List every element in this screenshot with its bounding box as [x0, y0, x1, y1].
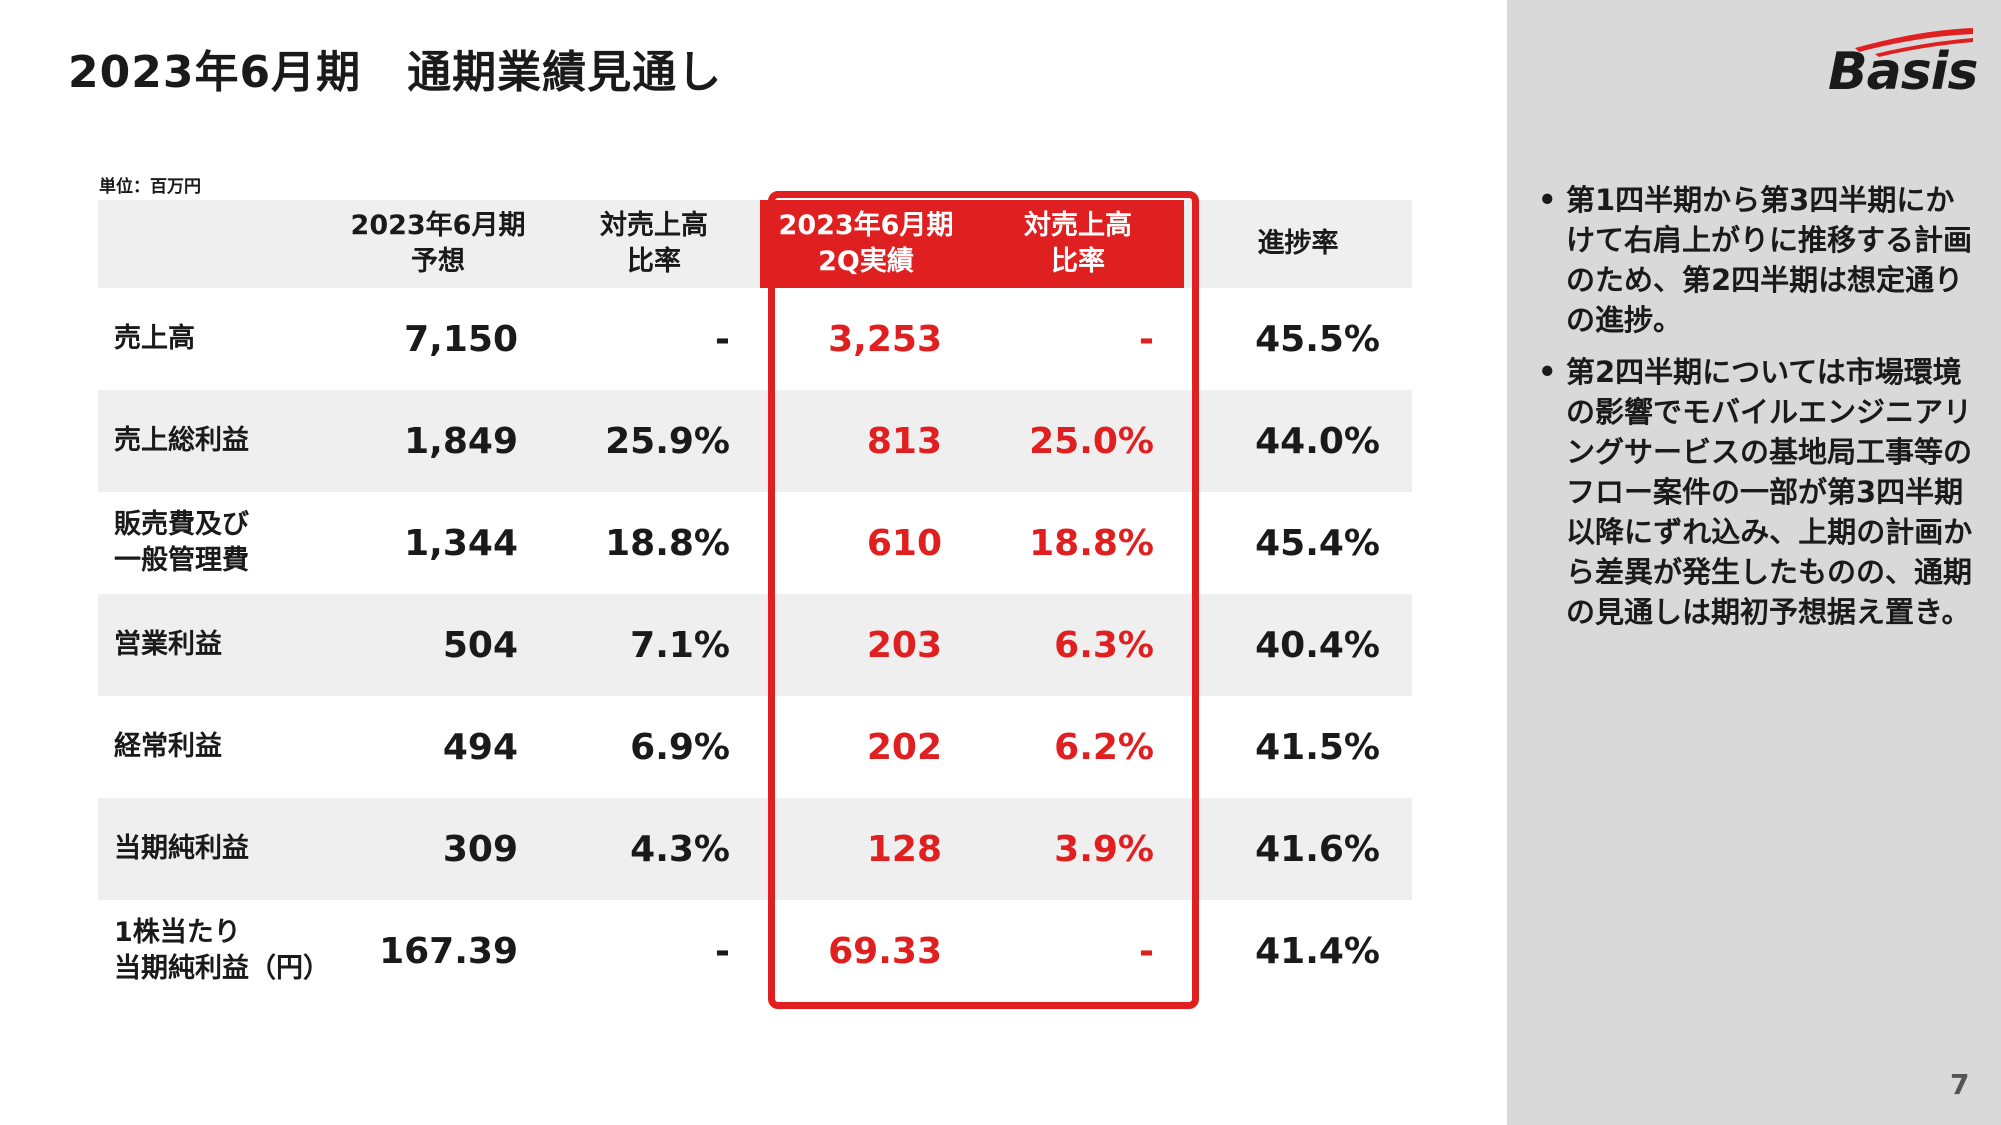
notes-list: • 第1四半期から第3四半期にかけて右肩上がりに推移する計画のため、第2四半期は想… — [1538, 180, 1978, 644]
table-header-row: 2023年6月期 予想 対売上高 比率 2023年6月期 2Q実績 対売上高 比率 進捗… — [98, 200, 1412, 288]
page-number: 7 — [1950, 1068, 1970, 1101]
progress-value: 44.0% — [1184, 390, 1412, 492]
forecast-value: 309 — [328, 798, 548, 900]
table-row: 1株当たり 当期純利益（円） 167.39 - 69.33 - 41.4% — [98, 900, 1412, 1002]
actual-value: 813 — [760, 390, 972, 492]
table-row: 売上高 7,150 - 3,253 - 45.5% — [98, 288, 1412, 390]
actual-ratio-value: 6.3% — [972, 594, 1184, 696]
bullet-icon: • — [1538, 183, 1557, 217]
header-forecast: 2023年6月期 予想 — [328, 200, 548, 288]
notes-panel — [1507, 0, 2001, 1125]
actual-value: 610 — [866, 522, 942, 564]
table-row: 営業利益 504 7.1% 203 6.3% 40.4% — [98, 594, 1412, 696]
actual-ratio-value: 6.2% — [1054, 726, 1154, 768]
row-label: 1株当たり 当期純利益（円） — [114, 917, 330, 984]
row-label: 売上高 — [114, 323, 195, 354]
progress-value: 41.6% — [1184, 798, 1412, 900]
row-label: 売上総利益 — [98, 390, 328, 492]
forecast-ratio-value: 4.3% — [548, 798, 760, 900]
forecast-ratio-value: 7.1% — [548, 594, 760, 696]
forecast-ratio-value: - — [715, 930, 730, 972]
financial-forecast-table: 2023年6月期 予想 対売上高 比率 2023年6月期 2Q実績 対売上高 比率 進捗… — [98, 200, 1412, 1002]
table-row: 販売費及び 一般管理費 1,344 18.8% 610 18.8% 45.4% — [98, 492, 1412, 594]
actual-value: 203 — [760, 594, 972, 696]
actual-value: 3,253 — [828, 318, 942, 360]
list-item: • 第1四半期から第3四半期にかけて右肩上がりに推移する計画のため、第2四半期は想… — [1538, 180, 1978, 340]
progress-value: 41.4% — [1255, 930, 1380, 972]
table-row: 当期純利益 309 4.3% 128 3.9% 41.6% — [98, 798, 1412, 900]
header-actual: 2023年6月期 2Q実績 — [760, 200, 972, 288]
page-title: 2023年6月期 通期業績見通し — [68, 36, 722, 100]
actual-ratio-value: 3.9% — [972, 798, 1184, 900]
row-label: 当期純利益 — [98, 798, 328, 900]
header-actual-ratio: 対売上高 比率 — [972, 200, 1184, 288]
title-period: 2023年6月期 — [68, 47, 362, 98]
actual-value: 202 — [866, 726, 942, 768]
forecast-ratio-value: 6.9% — [630, 726, 730, 768]
forecast-value: 494 — [442, 726, 518, 768]
progress-value: 41.5% — [1255, 726, 1380, 768]
actual-ratio-value: 18.8% — [1029, 522, 1154, 564]
row-label: 販売費及び 一般管理費 — [114, 509, 249, 576]
header-forecast-ratio: 対売上高 比率 — [548, 200, 760, 288]
progress-value: 40.4% — [1184, 594, 1412, 696]
header-progress: 進捗率 — [1184, 200, 1412, 288]
forecast-ratio-value: - — [715, 318, 730, 360]
forecast-value: 1,849 — [328, 390, 548, 492]
actual-ratio-value: 25.0% — [972, 390, 1184, 492]
row-label: 営業利益 — [98, 594, 328, 696]
forecast-value: 504 — [328, 594, 548, 696]
forecast-value: 1,344 — [404, 522, 518, 564]
progress-value: 45.5% — [1255, 318, 1380, 360]
actual-ratio-value: - — [1139, 318, 1154, 360]
actual-value: 128 — [760, 798, 972, 900]
unit-label: 単位：百万円 — [99, 177, 201, 197]
forecast-ratio-value: 18.8% — [605, 522, 730, 564]
row-label: 経常利益 — [114, 731, 222, 762]
forecast-value: 7,150 — [404, 318, 518, 360]
progress-value: 45.4% — [1255, 522, 1380, 564]
forecast-ratio-value: 25.9% — [548, 390, 760, 492]
title-main: 通期業績見通し — [407, 47, 723, 98]
forecast-value: 167.39 — [379, 930, 518, 972]
list-item: • 第2四半期については市場環境の影響でモバイルエンジニアリングサービスの基地局工… — [1538, 352, 1978, 632]
basis-logo-swoosh-icon — [1855, 28, 1973, 57]
table-row: 売上総利益 1,849 25.9% 813 25.0% 44.0% — [98, 390, 1412, 492]
actual-ratio-value: - — [1139, 930, 1154, 972]
basis-logo: Basis — [1828, 42, 1978, 102]
actual-value: 69.33 — [828, 930, 942, 972]
bullet-icon: • — [1538, 355, 1557, 389]
table-row: 経常利益 494 6.9% 202 6.2% 41.5% — [98, 696, 1412, 798]
header-label-col — [98, 200, 328, 288]
